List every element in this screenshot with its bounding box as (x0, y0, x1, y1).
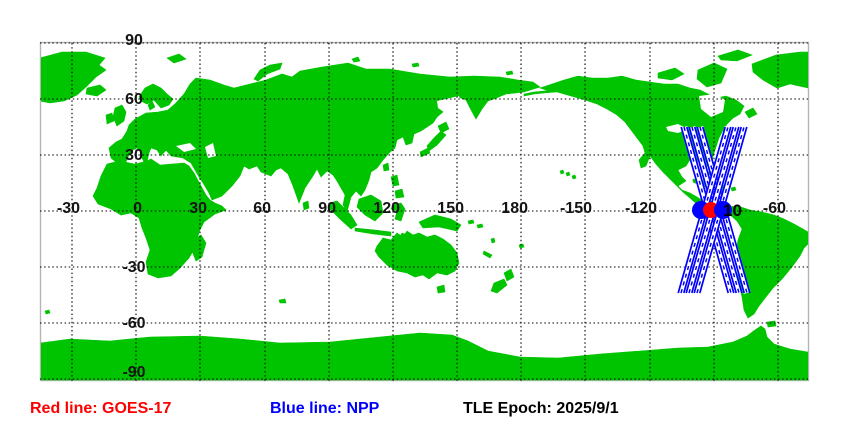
sakhalin (418, 101, 426, 121)
south-america (713, 205, 808, 319)
antarctica (41, 325, 808, 381)
borneo (356, 194, 384, 222)
lat-tick-label: -30 (122, 259, 145, 276)
lon-tick-label: 180 (501, 200, 528, 217)
lon-tick-label: -30 (57, 200, 80, 217)
greenland-west (41, 51, 107, 104)
novaya-zemlya (253, 62, 283, 82)
wrangel-island (505, 70, 514, 76)
mindanao (394, 188, 405, 199)
new-zealand-south (490, 278, 508, 294)
newfoundland (744, 107, 758, 119)
south-atlantic-island (44, 309, 51, 315)
new-caledonia (482, 250, 493, 259)
ellesmere-island (717, 49, 753, 62)
legend: Red line: GOES-17 Blue line: NPP TLE Epo… (30, 400, 619, 417)
solomon-1 (467, 219, 475, 225)
lon-tick-label: -120 (625, 200, 657, 217)
legend-goes17: Red line: GOES-17 (30, 400, 171, 417)
lon-tick-label: 0 (133, 200, 142, 217)
victoria-island (657, 67, 685, 81)
scandinavia (138, 83, 174, 109)
lon-tick-label: 30 (189, 200, 207, 217)
new-siberian-islands (411, 62, 420, 68)
lat-tick-labels: 90 60 30 -30 -60 -90 (122, 32, 145, 381)
grid-layer (40, 42, 808, 381)
track-annotation: 10 (723, 201, 742, 220)
lat-tick-label: -90 (122, 364, 145, 381)
fiji (518, 243, 525, 249)
north-america (539, 75, 745, 215)
ireland (105, 112, 115, 125)
satellite-markers: 10 (692, 201, 742, 220)
denmark (147, 100, 156, 111)
puerto-rico (730, 186, 737, 192)
aleutian-islands (523, 89, 557, 97)
new-zealand-north (503, 268, 515, 282)
luzon (390, 174, 400, 187)
vanuatu (490, 237, 496, 244)
hudson-bay (699, 94, 725, 117)
lon-tick-label: -60 (763, 200, 786, 217)
australia (374, 230, 460, 280)
hawaii-1 (559, 169, 565, 175)
tasmania (436, 284, 446, 294)
greenland-east (751, 51, 808, 89)
hokkaido (437, 121, 450, 134)
lon-tick-label: 90 (318, 200, 336, 217)
sulawesi (390, 202, 406, 222)
land-layer (41, 49, 808, 381)
severnaya-zemlya (351, 56, 361, 63)
black-sea (176, 143, 196, 152)
lon-tick-label: 150 (437, 200, 464, 217)
tle-epoch-label: TLE Epoch: 2025/9/1 (463, 400, 619, 417)
madagascar (191, 234, 207, 262)
lon-tick-label: -150 (560, 200, 592, 217)
npp-position-dot-right (714, 201, 732, 219)
lat-tick-label: -60 (122, 315, 145, 332)
hawaii-2 (565, 171, 571, 177)
lat-tick-label: 60 (125, 91, 143, 108)
kerguelen (278, 298, 287, 304)
baffin-island (696, 62, 728, 88)
lon-tick-label: 60 (253, 200, 271, 217)
great-britain (112, 104, 127, 127)
lon-tick-label: 120 (373, 200, 400, 217)
hawaii-3 (571, 174, 577, 180)
svalbard (166, 53, 187, 64)
new-guinea (418, 214, 462, 232)
caspian-sea (205, 143, 216, 158)
taiwan (382, 162, 390, 172)
lat-tick-label: 30 (125, 147, 143, 164)
java (354, 227, 392, 237)
honshu (426, 130, 447, 152)
falkland-islands (766, 320, 777, 328)
lat-tick-label: 90 (125, 32, 143, 49)
solomon-2 (476, 223, 484, 229)
legend-npp: Blue line: NPP (270, 400, 380, 417)
kyushu (419, 147, 431, 158)
iceland (85, 84, 107, 97)
eurasia (108, 62, 541, 213)
sri-lanka (302, 200, 310, 211)
